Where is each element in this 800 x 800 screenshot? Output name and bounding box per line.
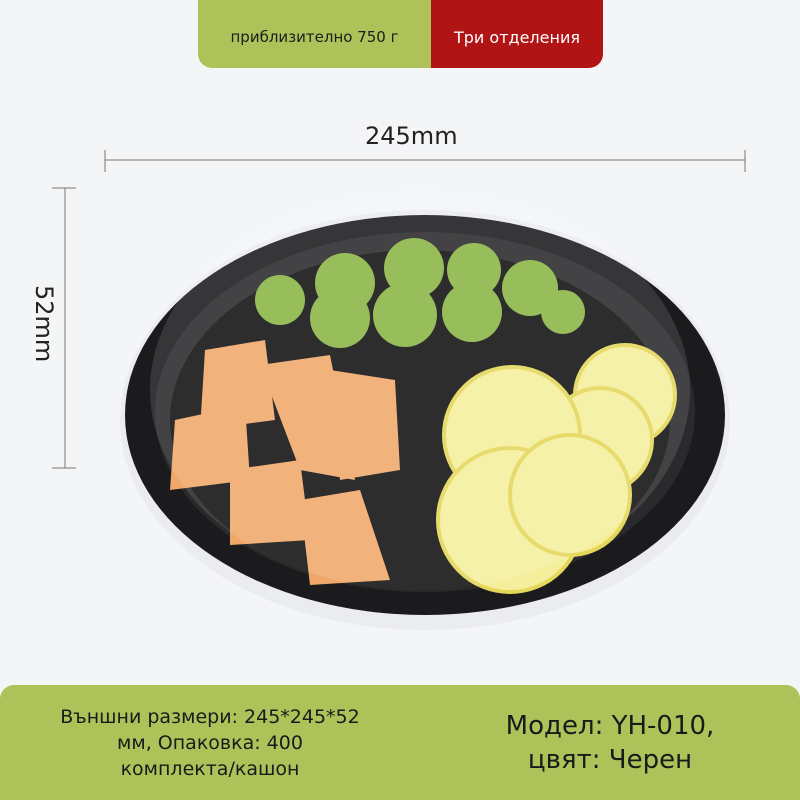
specs-line: Външни размери: 245*245*52 xyxy=(60,705,360,728)
height-dimension: 52mm xyxy=(30,285,58,363)
specs-text: Външни размери: 245*245*52 мм, Опаковка:… xyxy=(0,704,420,782)
model-line: Модел: YH-010, xyxy=(505,710,715,741)
footer-banner: Външни размери: 245*245*52 мм, Опаковка:… xyxy=(0,685,800,800)
compartments-label: Три отделения xyxy=(431,0,603,68)
container xyxy=(120,190,730,630)
dimension-lines xyxy=(52,150,746,469)
specs-line: мм, Опаковка: 400 xyxy=(117,731,303,754)
model-text: Модел: YH-010, цвят: Черен xyxy=(420,709,800,777)
width-dimension: 245mm xyxy=(365,122,458,150)
grapes xyxy=(255,238,585,348)
specs-line: комплекта/кашон xyxy=(120,757,300,780)
weight-label: приблизително 750 г xyxy=(198,0,431,68)
color-line: цвят: Черен xyxy=(527,744,693,775)
melon xyxy=(170,340,400,585)
top-banner: приблизително 750 г Три отделения xyxy=(198,0,603,68)
lemons xyxy=(436,343,677,594)
